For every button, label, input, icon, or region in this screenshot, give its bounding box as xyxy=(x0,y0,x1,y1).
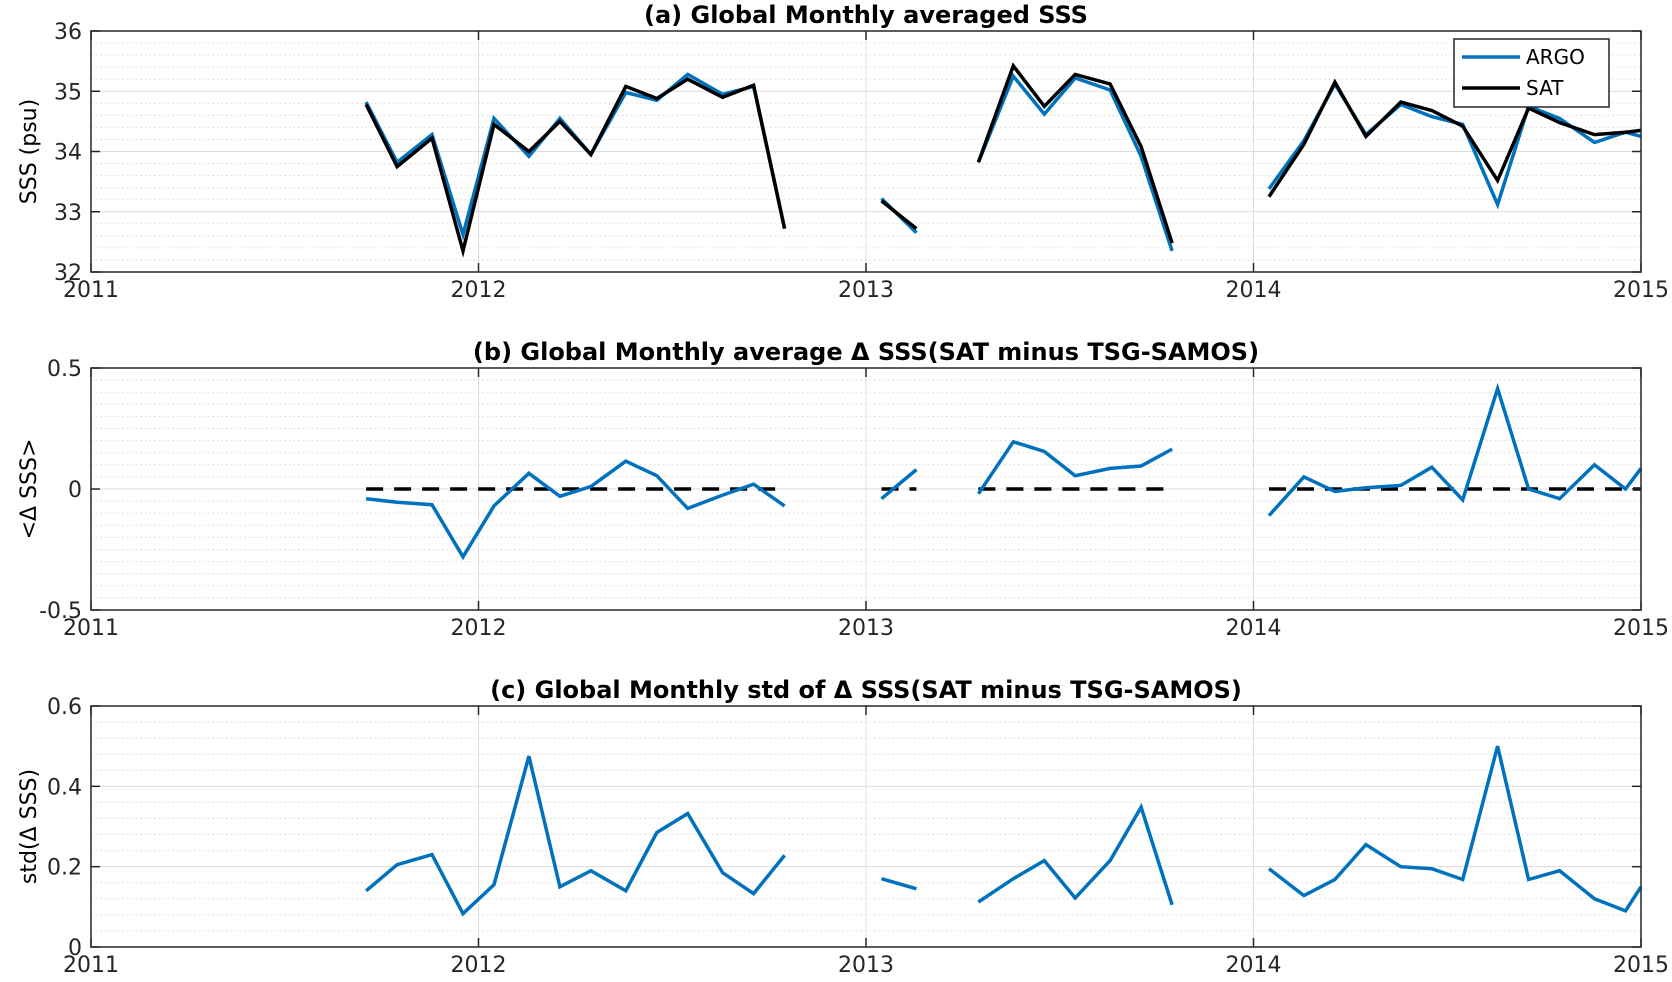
x-tick-label: 2011 xyxy=(63,953,119,978)
series-line-sat xyxy=(880,199,918,230)
legend-box xyxy=(1453,38,1610,108)
x-tick-label: 2013 xyxy=(838,953,894,978)
y-tick-label: 0.6 xyxy=(47,695,82,720)
x-tick-label: 2011 xyxy=(63,616,119,641)
x-tick-label: 2012 xyxy=(451,278,507,303)
y-tick-label: 0.5 xyxy=(47,357,82,382)
y-tick-label: 32 xyxy=(54,261,82,286)
legend-label-argo: ARGO xyxy=(1526,45,1585,69)
chart-title: (b) Global Monthly average Δ SSS(SAT min… xyxy=(473,338,1259,366)
x-tick-label: 2014 xyxy=(1226,616,1282,641)
y-axis-label: <Δ SSS> xyxy=(17,439,42,540)
y-tick-label: 36 xyxy=(54,20,82,45)
series-line-sat xyxy=(976,62,1174,244)
x-tick-label: 2014 xyxy=(1226,953,1282,978)
y-tick-label: -0.5 xyxy=(39,599,82,624)
x-tick-label: 2013 xyxy=(838,278,894,303)
chart-title: (c) Global Monthly std of Δ SSS(SAT minu… xyxy=(490,676,1242,704)
legend-label-sat: SAT xyxy=(1526,76,1564,100)
series-line-data xyxy=(976,439,1173,495)
series-line-argo xyxy=(976,72,1174,252)
legend: ARGO SAT xyxy=(1453,38,1610,108)
panel-c: 2011 2012 2013 2014 2015 0 0.2 0.4 0.6 (c) Global… xyxy=(17,676,1669,978)
x-tick-label: 2015 xyxy=(1613,278,1669,303)
y-tick-label: 34 xyxy=(54,141,82,166)
x-tick-label: 2011 xyxy=(63,278,119,303)
series-line-data xyxy=(365,459,786,561)
y-tick-label: 33 xyxy=(54,201,82,226)
y-tick-label: 0.4 xyxy=(47,775,82,800)
series-line-data xyxy=(977,802,1174,906)
y-tick-label: 0 xyxy=(68,478,82,503)
series-line-data xyxy=(880,468,918,501)
series-line-data xyxy=(364,755,786,917)
series-line-data xyxy=(881,877,917,891)
panel-b: 2011 2012 2013 2014 2015 -0.5 0 0.5 (b) Global M… xyxy=(17,338,1669,641)
y-tick-label: 0 xyxy=(68,936,82,961)
x-tick-label: 2012 xyxy=(451,953,507,978)
y-tick-label: 35 xyxy=(54,80,82,105)
y-axis-label: std(Δ SSS) xyxy=(17,769,42,884)
series-line-sat xyxy=(364,77,787,258)
x-tick-label: 2012 xyxy=(451,616,507,641)
y-tick-label: 0.2 xyxy=(47,856,82,881)
x-tick-label: 2014 xyxy=(1226,278,1282,303)
chart-title: (a) Global Monthly averaged SSS xyxy=(644,1,1088,29)
series-line-data xyxy=(1267,382,1643,517)
series-line-sat xyxy=(1267,78,1642,198)
panel-a: 2011 2012 2013 2014 2015 32 33 34 35 36 (a) Global… xyxy=(17,1,1669,303)
series-line-data xyxy=(1267,745,1643,914)
y-axis-label: SSS (psu) xyxy=(17,99,42,204)
x-tick-label: 2015 xyxy=(1613,616,1669,641)
x-tick-label: 2013 xyxy=(838,616,894,641)
x-tick-label: 2015 xyxy=(1613,953,1669,978)
